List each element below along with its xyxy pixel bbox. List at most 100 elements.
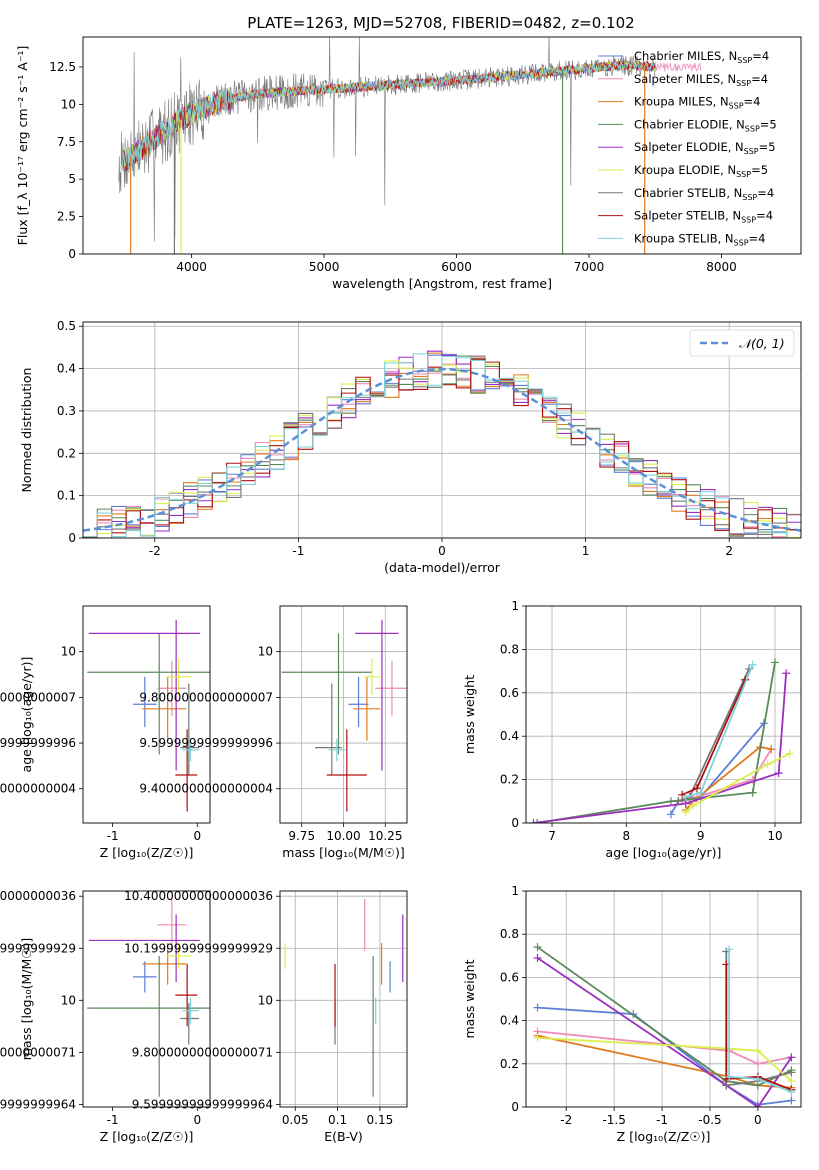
legend-label: Salpeter STELIB, NSSP=4	[634, 209, 773, 225]
y-tick-label: 0.2	[57, 446, 76, 460]
x-tick-label: 10	[767, 829, 782, 843]
x-tick-label: -0.5	[698, 1113, 721, 1127]
x-tick-label: 7	[548, 829, 556, 843]
x-tick-label: 9	[697, 829, 705, 843]
y-tick-label: 9.5999999999999996	[0, 736, 76, 750]
axes-frame	[82, 321, 802, 539]
point-salpeter-stelib	[326, 729, 367, 812]
legend-label: Chabrier STELIB, NSSP=4	[634, 186, 774, 202]
x-tick-label: 0	[438, 544, 446, 558]
histogram-salpeter-elodie	[83, 350, 801, 538]
point-marker	[787, 1096, 796, 1105]
legend-box	[689, 329, 795, 357]
gaussian-curve	[83, 367, 801, 532]
panel-age_vs_mass: 9.75 10.00 10.25 9.4000000000000004 9.599999…	[139, 605, 408, 860]
point-marker	[533, 953, 542, 962]
point-marker	[767, 745, 776, 754]
panel-mass_vs_Z: -1 0 9.59999999999999964 9.8000000000000007…	[0, 889, 211, 1144]
y-tick-label: 0	[68, 247, 76, 261]
legend-label: Salpeter MILES, NSSP=4	[634, 72, 768, 88]
plot-area	[526, 891, 801, 1107]
plot-area	[83, 322, 801, 538]
y-axis-label: mass weight	[462, 675, 477, 754]
point-kroupa-stelib	[182, 738, 199, 762]
point-marker	[689, 801, 698, 810]
panel-mass_vs_ebv: 0.05 0.1 0.15 9.59999999999999964 9.80000000…	[124, 889, 408, 1144]
point-chabrier-elodie	[87, 633, 210, 755]
y-tick-label: 9.8000000000000007	[0, 690, 76, 704]
panel-age_vs_Z: -1 0 9.4000000000000004 9.5999999999999996 9…	[0, 605, 211, 860]
x-tick-label: 4000	[176, 260, 207, 274]
legend-label: Kroupa STELIB, NSSP=4	[634, 231, 765, 247]
y-tick-label: 0.6	[500, 686, 519, 700]
point-marker	[787, 1053, 796, 1062]
point-salpeter-miles	[375, 660, 407, 716]
point-marker	[692, 784, 701, 793]
y-tick-label: 0	[511, 816, 519, 830]
point-marker	[681, 808, 690, 817]
y-tick-label: 0	[511, 1100, 519, 1114]
x-axis-label: age [log₁₀(age/yr)]	[606, 845, 722, 860]
point-marker	[787, 1068, 796, 1077]
y-tick-label: 0.5	[57, 319, 76, 333]
point-marker	[666, 810, 675, 819]
x-tick-label: 5000	[309, 260, 340, 274]
series-line	[537, 1034, 792, 1089]
point-marker	[674, 797, 683, 806]
y-tick-label: 0.2	[500, 773, 519, 787]
y-tick-label: 0.2	[500, 1057, 519, 1071]
chart-panels: 4000 5000 6000 7000 800002.557.51012.5wavele…	[0, 36, 802, 1144]
legend-label: Chabrier ELODIE, NSSP=5	[634, 117, 777, 133]
y-tick-label: 10	[258, 645, 273, 659]
x-tick-label: -2	[149, 544, 161, 558]
y-tick-label: 5	[68, 172, 76, 186]
x-axis-label: (data-model)/error	[384, 560, 501, 575]
x-tick-label: -1	[107, 1113, 119, 1127]
x-tick-label: 0	[754, 1113, 762, 1127]
histogram-kroupa-stelib	[83, 353, 801, 538]
series-line	[533, 673, 787, 823]
point-salpeter-stelib	[175, 729, 198, 812]
x-axis-label: Z [log₁₀(Z/Z☉)]	[617, 1129, 711, 1144]
point-marker	[748, 788, 757, 797]
y-tick-label: 10.19999999999999929	[0, 941, 76, 955]
point-chabrier-stelib	[180, 683, 199, 776]
series-line	[536, 957, 793, 1107]
point-kroupa-stelib	[328, 738, 346, 762]
axes-frame	[82, 890, 211, 1108]
axes-frame	[82, 36, 802, 255]
panel-mw_vs_age: 7 8 9 10 0 0.2 0.4 0.6 0.8 1 age [log₁₀(age/yr)] ma…	[462, 599, 802, 860]
panel-mw_vs_Z: -2 -1.5 -1 -0.5 0 0 0.2 0.4 0.6 0.8 1 Z [log₁₀(Z/Z☉…	[462, 884, 802, 1144]
y-tick-label: 2.5	[57, 210, 76, 224]
y-tick-label: 9.59999999999999964	[0, 1097, 76, 1111]
point-marker	[725, 1072, 734, 1081]
y-tick-label: 0.8	[500, 927, 519, 941]
y-tick-label: 1	[511, 599, 519, 613]
legend: 𝒩(0, 1)	[689, 329, 795, 357]
point-marker	[681, 792, 690, 801]
point-marker	[533, 1033, 542, 1042]
axes-frame	[279, 605, 408, 824]
y-tick-label: 10.19999999999999929	[124, 941, 273, 955]
y-tick-label: 0.4	[500, 729, 519, 743]
x-axis-label: Z [log₁₀(Z/Z☉)]	[100, 845, 194, 860]
point-marker	[725, 945, 734, 954]
series-line	[536, 946, 792, 1087]
point-marker	[770, 658, 779, 667]
x-tick-label: 8000	[706, 260, 737, 274]
y-axis-label: mass weight	[462, 959, 477, 1038]
y-tick-label: 9.5999999999999996	[139, 736, 273, 750]
point-marker	[529, 819, 538, 823]
x-tick-label: 7000	[574, 260, 605, 274]
plot-area	[280, 606, 407, 823]
x-tick-label: -1.5	[602, 1113, 625, 1127]
point-salpeter-miles	[157, 898, 187, 951]
series-line	[536, 662, 776, 823]
point-kroupa-elodie	[165, 943, 192, 970]
y-tick-label: 7.5	[57, 135, 76, 149]
series-salpeter-miles	[533, 1027, 796, 1068]
series-chabrier-stelib	[118, 37, 656, 242]
point-marker	[533, 943, 542, 952]
y-axis-label: age [log₁₀(age/yr)]	[19, 657, 34, 773]
